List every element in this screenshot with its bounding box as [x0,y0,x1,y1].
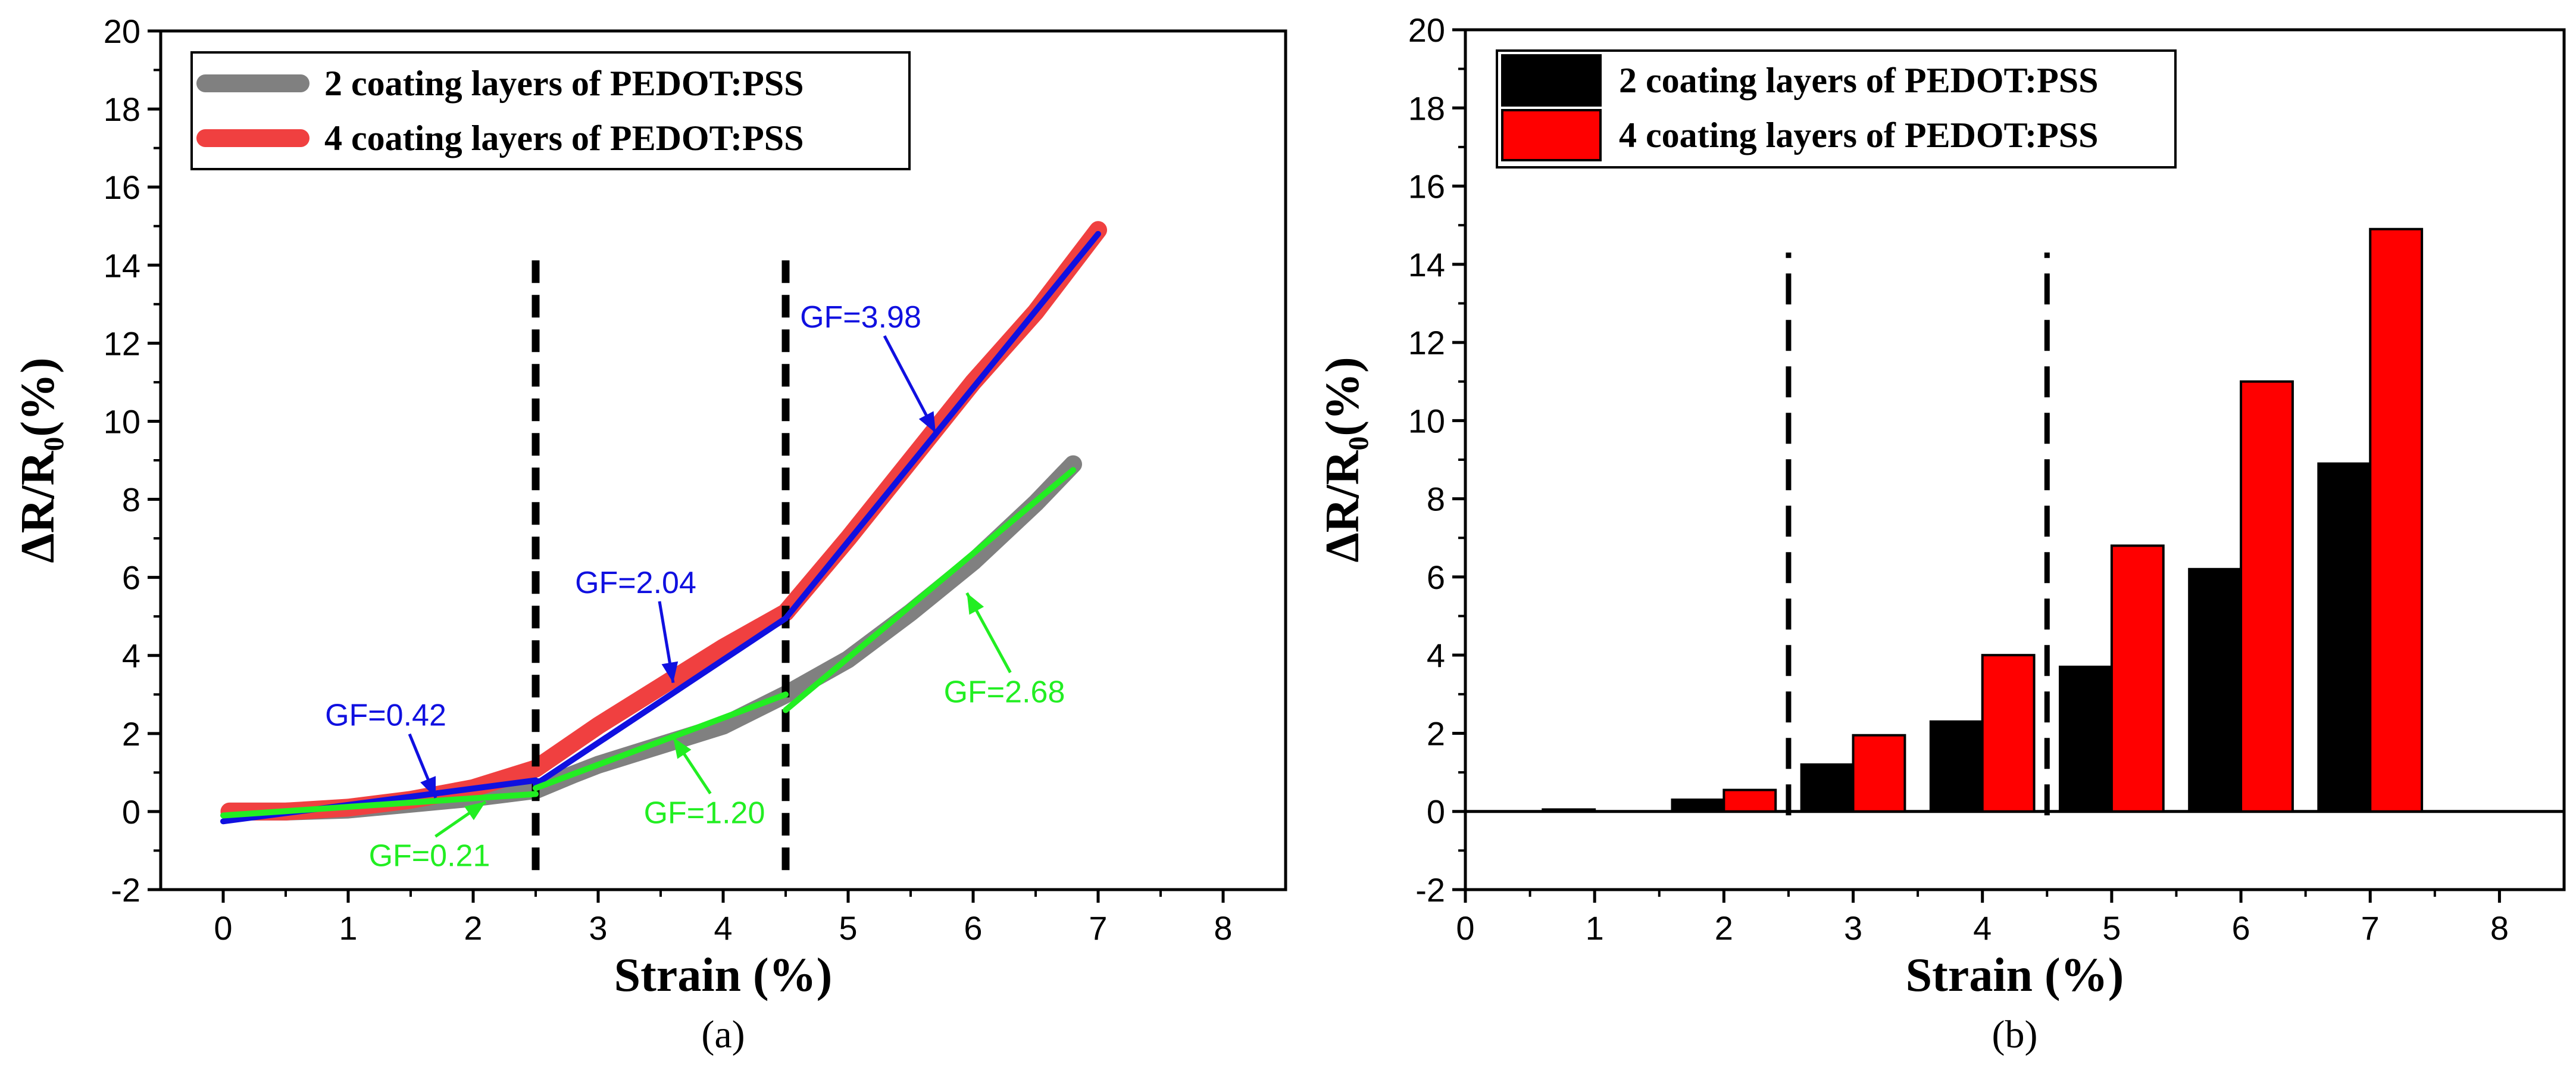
gauge-factor-label: GF=2.04 [575,566,696,600]
x-tick-label: 6 [964,909,982,947]
x-tick-label: 7 [2361,909,2380,947]
bar [1722,788,1777,813]
bar [2240,380,2294,813]
x-axis-title: Strain (%) [1906,949,2124,1002]
gauge-factor-label: GF=3.98 [800,300,921,335]
y-tick-label: 8 [1427,481,1445,518]
x-tick-label: 5 [2102,909,2121,947]
y-tick-label: -2 [1415,871,1445,909]
bar [2110,544,2165,813]
x-tick-label: 1 [1586,909,1604,947]
bar [2369,227,2424,813]
x-tick-label: 8 [1214,909,1232,947]
bar [2059,665,2113,813]
x-tick-label: 7 [1089,909,1107,947]
bar [1800,763,1855,813]
y-tick-label: 6 [122,559,140,597]
x-tick-label: 0 [1456,909,1474,947]
legend-label: 2 coating layers of PEDOT:PSS [1619,61,2099,100]
bar [1542,808,1596,813]
panel-label: (b) [1992,1013,2038,1056]
y-tick-label: -2 [111,871,140,909]
bar [2188,567,2243,813]
gauge-factor-label: GF=0.21 [369,839,490,874]
x-tick-label: 3 [589,909,607,947]
legend-box [190,51,911,170]
y-tick-label: 20 [104,13,140,50]
x-tick-label: 4 [714,909,732,947]
y-tick-label: 14 [1408,246,1445,283]
bar [2317,462,2372,813]
legend-swatch [1501,109,1602,161]
y-tick-label: 18 [104,91,140,128]
y-tick-label: 4 [122,637,140,675]
fit-line [220,791,539,819]
x-tick-label: 2 [464,909,482,947]
fit-line [783,467,1076,713]
y-tick-label: 10 [104,403,140,440]
y-tick-label: 8 [122,481,140,519]
data-series-line [220,455,1082,821]
bar [1852,734,1906,813]
fit-line [533,691,789,791]
x-tick-label: 5 [839,909,857,947]
y-axis-title: ΔR/R₀(%) [1317,357,1369,562]
y-tick-label: 10 [1408,402,1445,439]
y-tick-label: 16 [1408,168,1445,205]
y-tick-label: 12 [104,325,140,362]
y-tick-label: 14 [104,247,140,284]
bar [1981,654,2036,813]
y-tick-label: 0 [122,793,140,831]
x-tick-label: 1 [339,909,357,947]
legend-label: 2 coating layers of PEDOT:PSS [324,64,804,103]
legend: 2 coating layers of PEDOT:PSS 4 coating l… [190,51,911,170]
y-tick-label: 20 [1408,11,1445,49]
y-tick-label: 0 [1427,793,1445,831]
fit-line [783,230,1101,622]
gf-arrow-head [420,776,436,798]
x-tick-label: 4 [1973,909,1992,947]
gauge-factor-label: GF=0.42 [325,698,446,733]
bar [1671,799,1725,813]
panel-label: (a) [701,1013,745,1056]
legend-label: 4 coating layers of PEDOT:PSS [1619,116,2099,155]
x-tick-label: 2 [1715,909,1733,947]
x-tick-label: 6 [2231,909,2250,947]
gf-arrow-head [673,737,692,759]
gf-arrow-head [661,661,679,683]
legend: 2 coating layers of PEDOT:PSS 4 coating l… [1496,49,2177,169]
y-tick-label: 2 [122,715,140,753]
gf-arrow-head [967,592,984,615]
gauge-factor-label: GF=2.68 [944,675,1065,709]
x-tick-label: 0 [214,909,232,947]
gf-arrow-head [918,411,936,433]
y-axis-title: ΔR/R₀(%) [12,357,64,563]
y-tick-label: 16 [104,169,140,206]
gauge-factor-label: GF=1.20 [644,796,765,831]
bar [1929,720,1984,813]
legend-swatch [1501,54,1602,107]
y-tick-label: 18 [1408,89,1445,127]
gf-arrow-head [464,801,486,821]
x-tick-label: 8 [2490,909,2509,947]
x-tick-label: 3 [1844,909,1862,947]
y-tick-label: 2 [1427,715,1445,752]
x-axis-title: Strain (%) [614,949,833,1002]
y-tick-label: 12 [1408,324,1445,361]
y-tick-label: 6 [1427,559,1445,596]
legend-label: 4 coating layers of PEDOT:PSS [324,118,804,158]
fit-line [533,615,789,788]
legend-box [1496,49,2177,169]
y-tick-label: 4 [1427,637,1445,674]
